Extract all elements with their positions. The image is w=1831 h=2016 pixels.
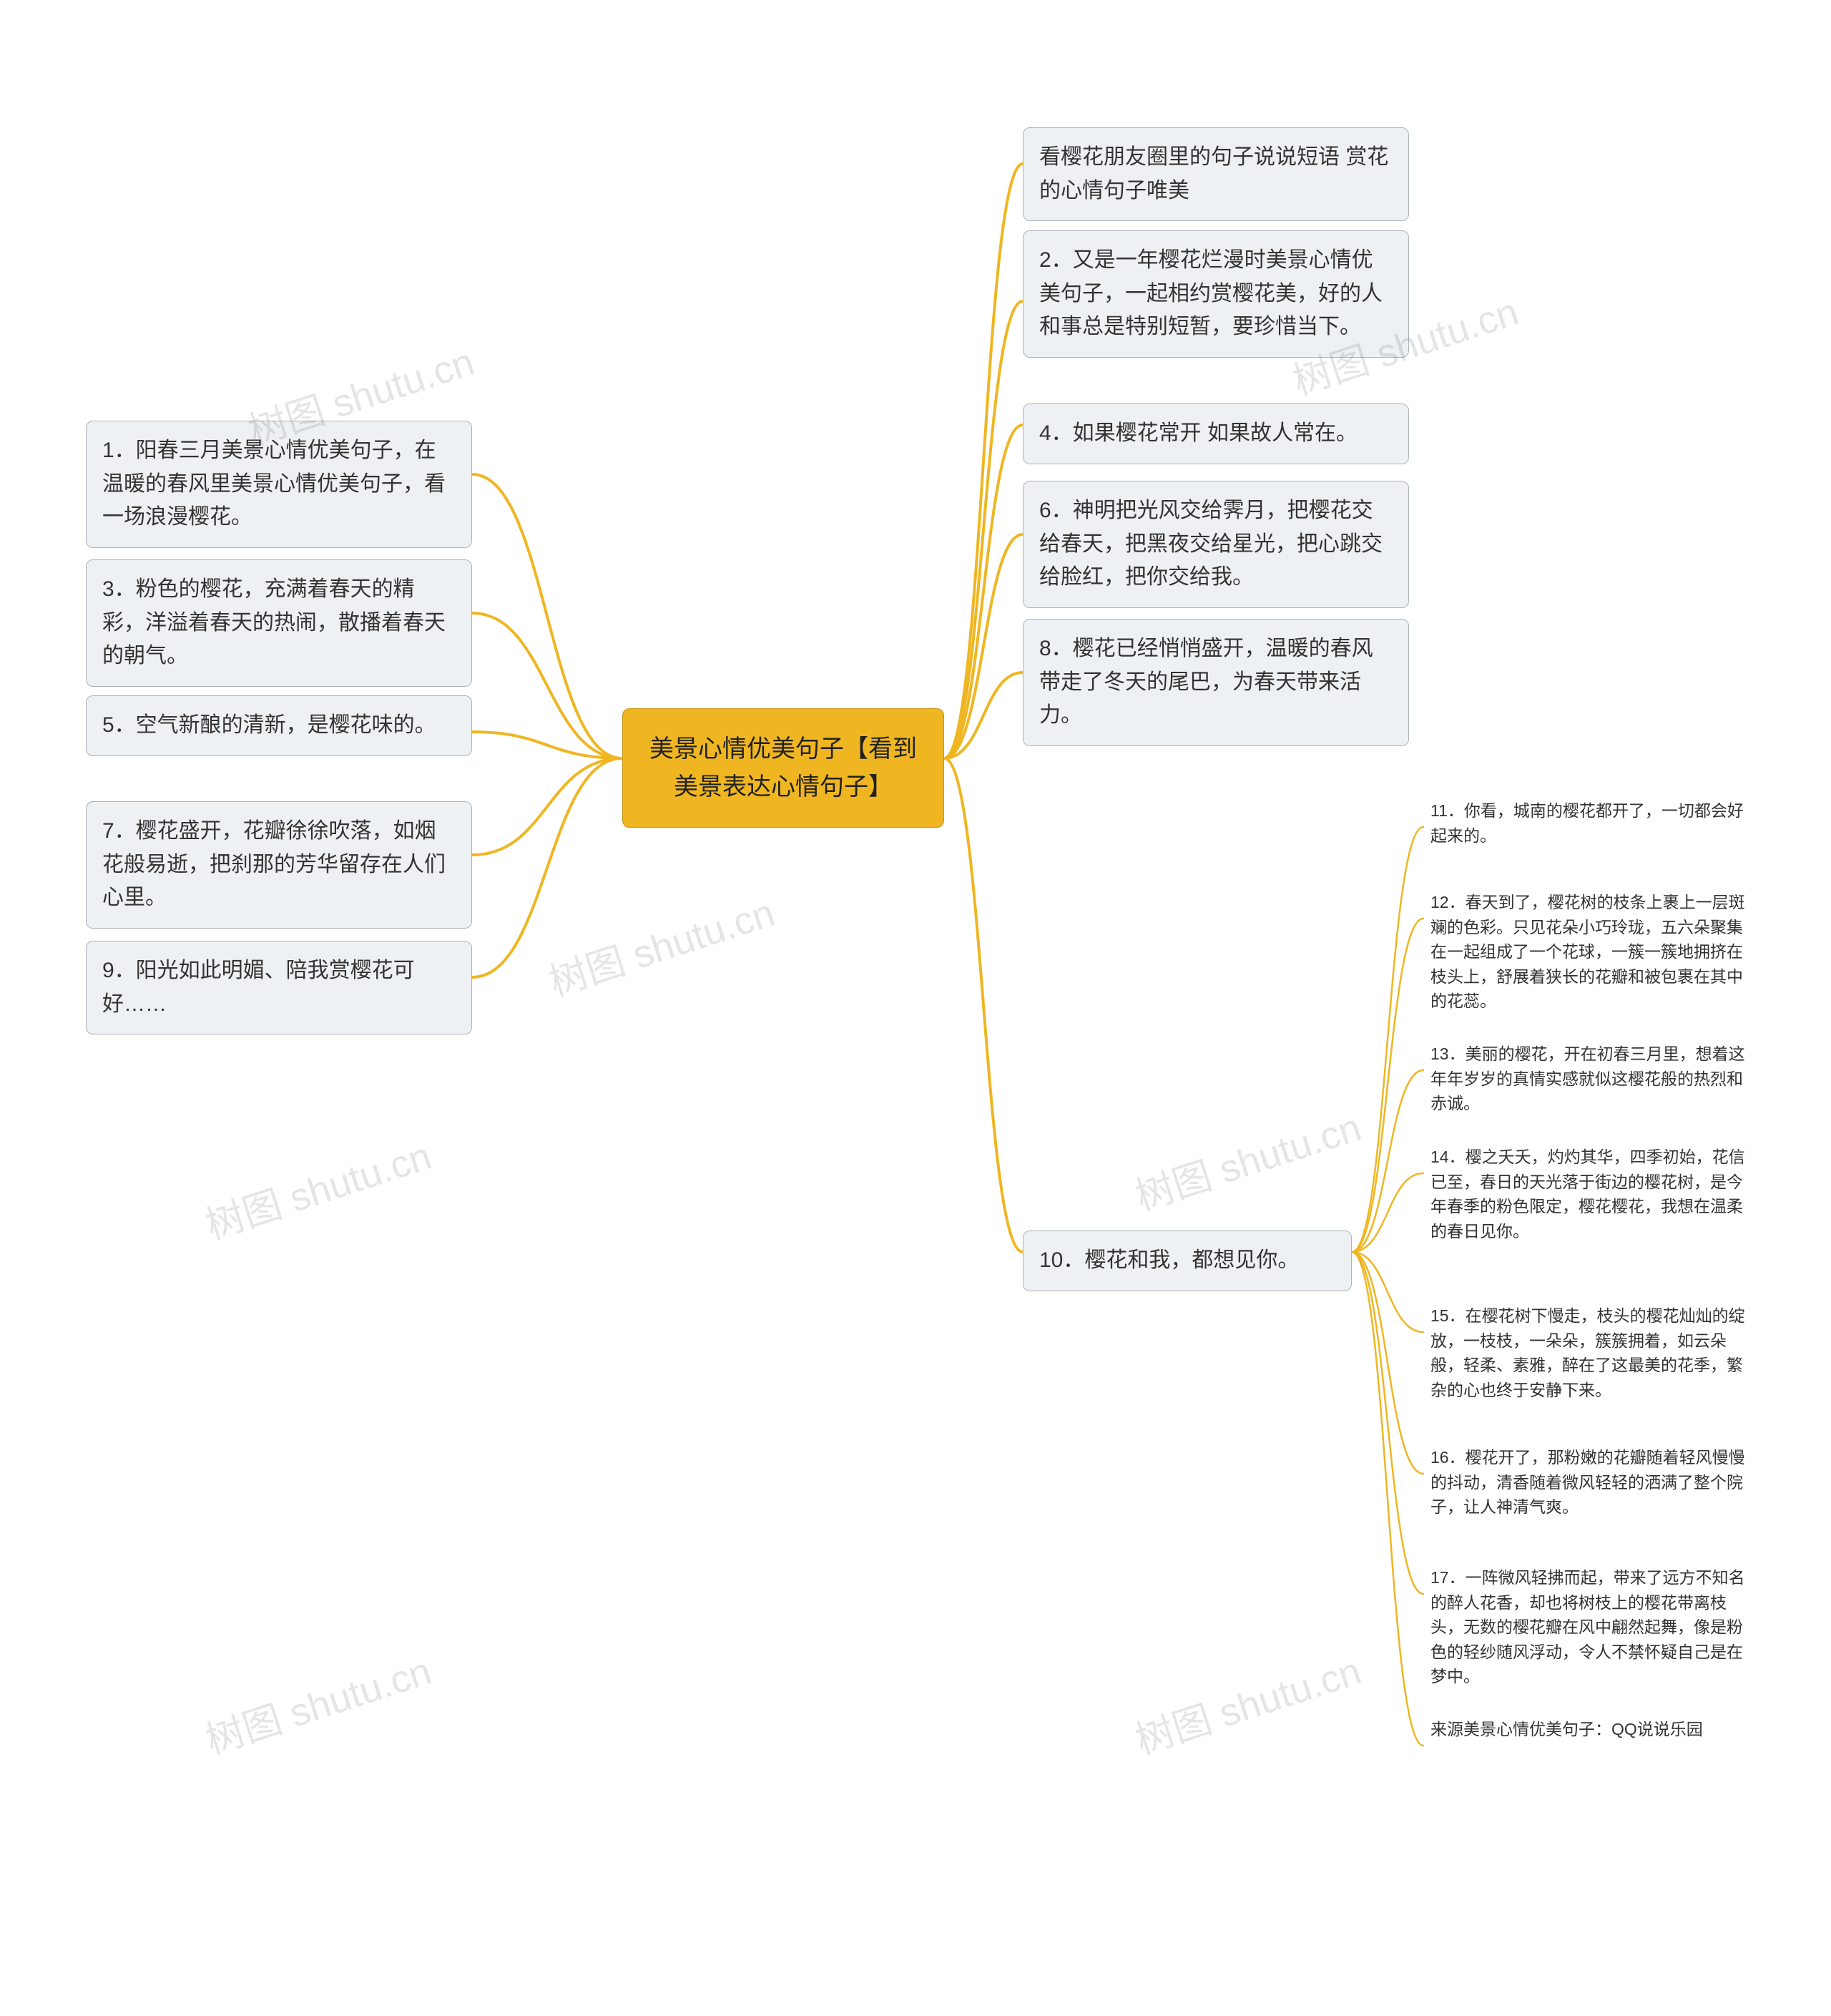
watermark-3: 树图 shutu.cn bbox=[197, 1124, 438, 1250]
left-node-3: 7．樱花盛开，花瓣徐徐吹落，如烟花般易逝，把刹那的芳华留存在人们心里。 bbox=[86, 801, 472, 929]
right-node-5: 10．樱花和我，都想见你。 bbox=[1023, 1230, 1352, 1291]
watermark-4: 树图 shutu.cn bbox=[1127, 1095, 1368, 1221]
small-node-4: 15．在樱花树下慢走，枝头的樱花灿灿的绽放，一枝枝，一朵朵，簇簇拥着，如云朵般，… bbox=[1430, 1303, 1745, 1402]
right-node-1: 2．又是一年樱花烂漫时美景心情优美句子，一起相约赏樱花美，好的人和事总是特别短暂… bbox=[1023, 230, 1409, 358]
left-node-2: 5．空气新酿的清新，是樱花味的。 bbox=[86, 695, 472, 756]
small-node-6: 17．一阵微风轻拂而起，带来了远方不知名的醉人花香，却也将树枝上的樱花带离枝头，… bbox=[1430, 1565, 1745, 1689]
watermark-6: 树图 shutu.cn bbox=[1127, 1639, 1368, 1765]
right-node-3: 6．神明把光风交给霁月，把樱花交给春天，把黑夜交给星光，把心跳交给脸红，把你交给… bbox=[1023, 481, 1409, 608]
right-node-2: 4．如果樱花常开 如果故人常在。 bbox=[1023, 403, 1409, 464]
left-node-1: 3．粉色的樱花，充满着春天的精彩，洋溢着春天的热闹，散播着春天的朝气。 bbox=[86, 559, 472, 687]
small-node-7: 来源美景心情优美句子：QQ说说乐园 bbox=[1430, 1717, 1745, 1742]
watermark-2: 树图 shutu.cn bbox=[541, 881, 781, 1007]
small-node-3: 14．樱之夭夭，灼灼其华，四季初始，花信已至，春日的天光落于街边的樱花树，是今年… bbox=[1430, 1145, 1745, 1243]
right-node-0: 看樱花朋友圈里的句子说说短语 赏花的心情句子唯美 bbox=[1023, 127, 1409, 221]
left-node-0: 1．阳春三月美景心情优美句子，在温暖的春风里美景心情优美句子，看一场浪漫樱花。 bbox=[86, 421, 472, 548]
mindmap-center: 美景心情优美句子【看到美景表达心情句子】 bbox=[622, 708, 944, 828]
small-node-0: 11．你看，城南的樱花都开了，一切都会好起来的。 bbox=[1430, 798, 1745, 848]
small-node-2: 13．美丽的樱花，开在初春三月里，想着这年年岁岁的真情实感就似这樱花般的热烈和赤… bbox=[1430, 1042, 1745, 1116]
left-node-4: 9．阳光如此明媚、陪我赏樱花可好…… bbox=[86, 941, 472, 1034]
right-node-4: 8．樱花已经悄悄盛开，温暖的春风带走了冬天的尾巴，为春天带来活力。 bbox=[1023, 619, 1409, 746]
small-node-5: 16．樱花开了，那粉嫩的花瓣随着轻风慢慢的抖动，清香随着微风轻轻的洒满了整个院子… bbox=[1430, 1445, 1745, 1520]
watermark-5: 树图 shutu.cn bbox=[197, 1639, 438, 1765]
small-node-1: 12．春天到了，樱花树的枝条上裹上一层斑斓的色彩。只见花朵小巧玲珑，五六朵聚集在… bbox=[1430, 890, 1745, 1014]
